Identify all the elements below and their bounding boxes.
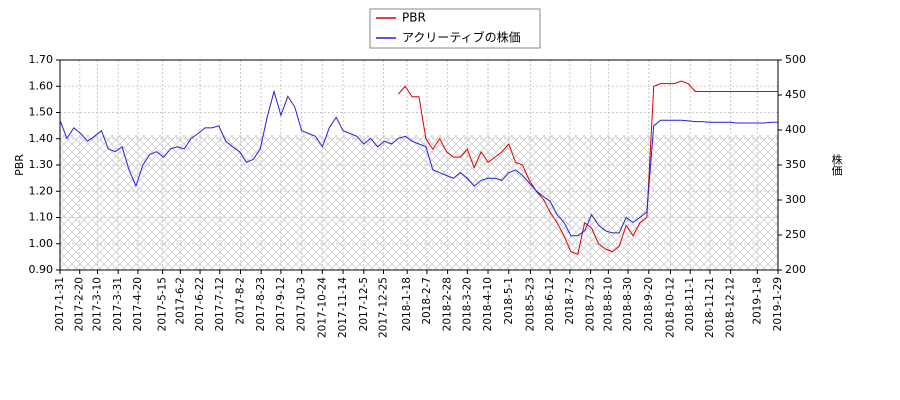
x-tick-label: 2018-3-20 bbox=[461, 277, 473, 331]
y-tick-label: 1.30 bbox=[29, 158, 54, 171]
x-tick-label: 2017-7-12 bbox=[214, 277, 226, 331]
legend: PBR アクリーティブの株価 bbox=[369, 8, 541, 49]
plot-frame bbox=[59, 59, 779, 271]
x-tick-label: 2018-12-12 bbox=[725, 277, 737, 338]
x-tick-label: 2018-7-2 bbox=[564, 277, 576, 325]
y2-tick-label: 250 bbox=[785, 228, 806, 241]
x-tick-label: 2017-8-23 bbox=[255, 277, 267, 331]
x-tick-label: 2017-3-10 bbox=[91, 277, 103, 331]
x-tick-label: 2018-9-20 bbox=[643, 277, 655, 331]
x-tick-label: 2018-5-1 bbox=[503, 277, 515, 325]
x-tick-label: 2018-8-10 bbox=[602, 277, 614, 331]
x-tick-label: 2017-6-22 bbox=[194, 277, 206, 331]
y-tick-label: 1.70 bbox=[29, 53, 54, 66]
y-tick-label: 1.50 bbox=[29, 106, 54, 119]
x-tick-label: 2018-1-18 bbox=[401, 277, 413, 331]
x-tick-label: 2017-10-24 bbox=[316, 277, 328, 338]
y-tick-label: 0.90 bbox=[29, 263, 54, 276]
y2-tick-label: 350 bbox=[785, 158, 806, 171]
y-tick-label: 1.40 bbox=[29, 132, 54, 145]
x-tick-label: 2019-1-8 bbox=[751, 277, 763, 325]
y2-tick-label: 300 bbox=[785, 193, 806, 206]
x-tick-label: 2017-11-14 bbox=[337, 277, 349, 338]
x-tick-label: 2017-6-2 bbox=[174, 277, 186, 325]
legend-label: PBR bbox=[402, 11, 426, 25]
x-tick-label: 2018-2-7 bbox=[421, 277, 433, 325]
x-tick-label: 2017-9-12 bbox=[275, 277, 287, 331]
x-tick-label: 2018-10-12 bbox=[664, 277, 676, 338]
x-tick-label: 2018-6-12 bbox=[544, 277, 556, 331]
y-tick-label: 1.00 bbox=[29, 237, 54, 250]
x-tick-label: 2017-10-3 bbox=[296, 277, 308, 331]
y2-tick-label: 450 bbox=[785, 88, 806, 101]
x-tick-label: 2017-4-20 bbox=[132, 277, 144, 331]
y-tick-label: 1.10 bbox=[29, 211, 54, 224]
y-tick-label: 1.60 bbox=[29, 79, 54, 92]
x-tick-label: 2017-3-31 bbox=[112, 277, 124, 331]
legend-label: アクリーティブの株価 bbox=[402, 30, 521, 45]
x-tick-label: 2018-5-23 bbox=[524, 277, 536, 331]
hatch-area bbox=[60, 135, 778, 270]
x-tick-label: 2017-5-15 bbox=[157, 277, 169, 331]
y2-tick-label: 400 bbox=[785, 123, 806, 136]
x-tick-label: 2018-11-1 bbox=[684, 277, 696, 331]
x-tick-label: 2019-1-29 bbox=[772, 277, 784, 331]
y-axis-label: PBR bbox=[13, 154, 26, 176]
y2-tick-label: 200 bbox=[785, 263, 806, 276]
series-line bbox=[397, 80, 778, 255]
y-tick-label: 1.20 bbox=[29, 184, 54, 197]
x-tick-label: 2017-2-20 bbox=[74, 277, 86, 331]
x-tick-label: 2017-1-31 bbox=[54, 277, 66, 331]
x-tick-label: 2017-12-5 bbox=[358, 277, 370, 331]
x-tick-label: 2018-4-10 bbox=[482, 277, 494, 331]
series-line bbox=[59, 89, 778, 237]
x-tick-label: 2018-11-21 bbox=[704, 277, 716, 338]
y2-axis-label: 株価 bbox=[830, 153, 843, 176]
x-tick-label: 2017-12-25 bbox=[377, 277, 389, 338]
x-tick-label: 2018-2-28 bbox=[442, 277, 454, 331]
x-tick-label: 2017-8-2 bbox=[234, 277, 246, 325]
x-tick-label: 2018-8-30 bbox=[622, 277, 634, 331]
legend-box bbox=[369, 8, 541, 49]
x-tick-label: 2018-7-23 bbox=[585, 277, 597, 331]
y2-tick-label: 500 bbox=[785, 53, 806, 66]
